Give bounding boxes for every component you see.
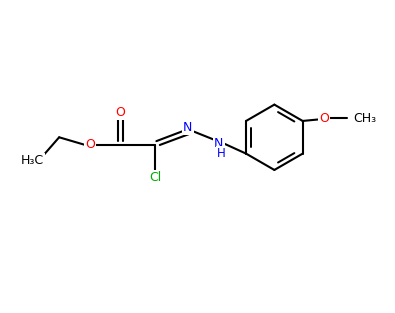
Text: Cl: Cl	[149, 171, 161, 184]
Text: O: O	[319, 112, 329, 125]
Text: O: O	[116, 106, 126, 119]
Text: CH₃: CH₃	[354, 112, 376, 125]
Text: H: H	[217, 147, 226, 160]
Text: N: N	[183, 121, 193, 134]
Text: N: N	[214, 136, 223, 150]
Text: O: O	[85, 138, 95, 151]
Text: H₃C: H₃C	[21, 154, 44, 167]
